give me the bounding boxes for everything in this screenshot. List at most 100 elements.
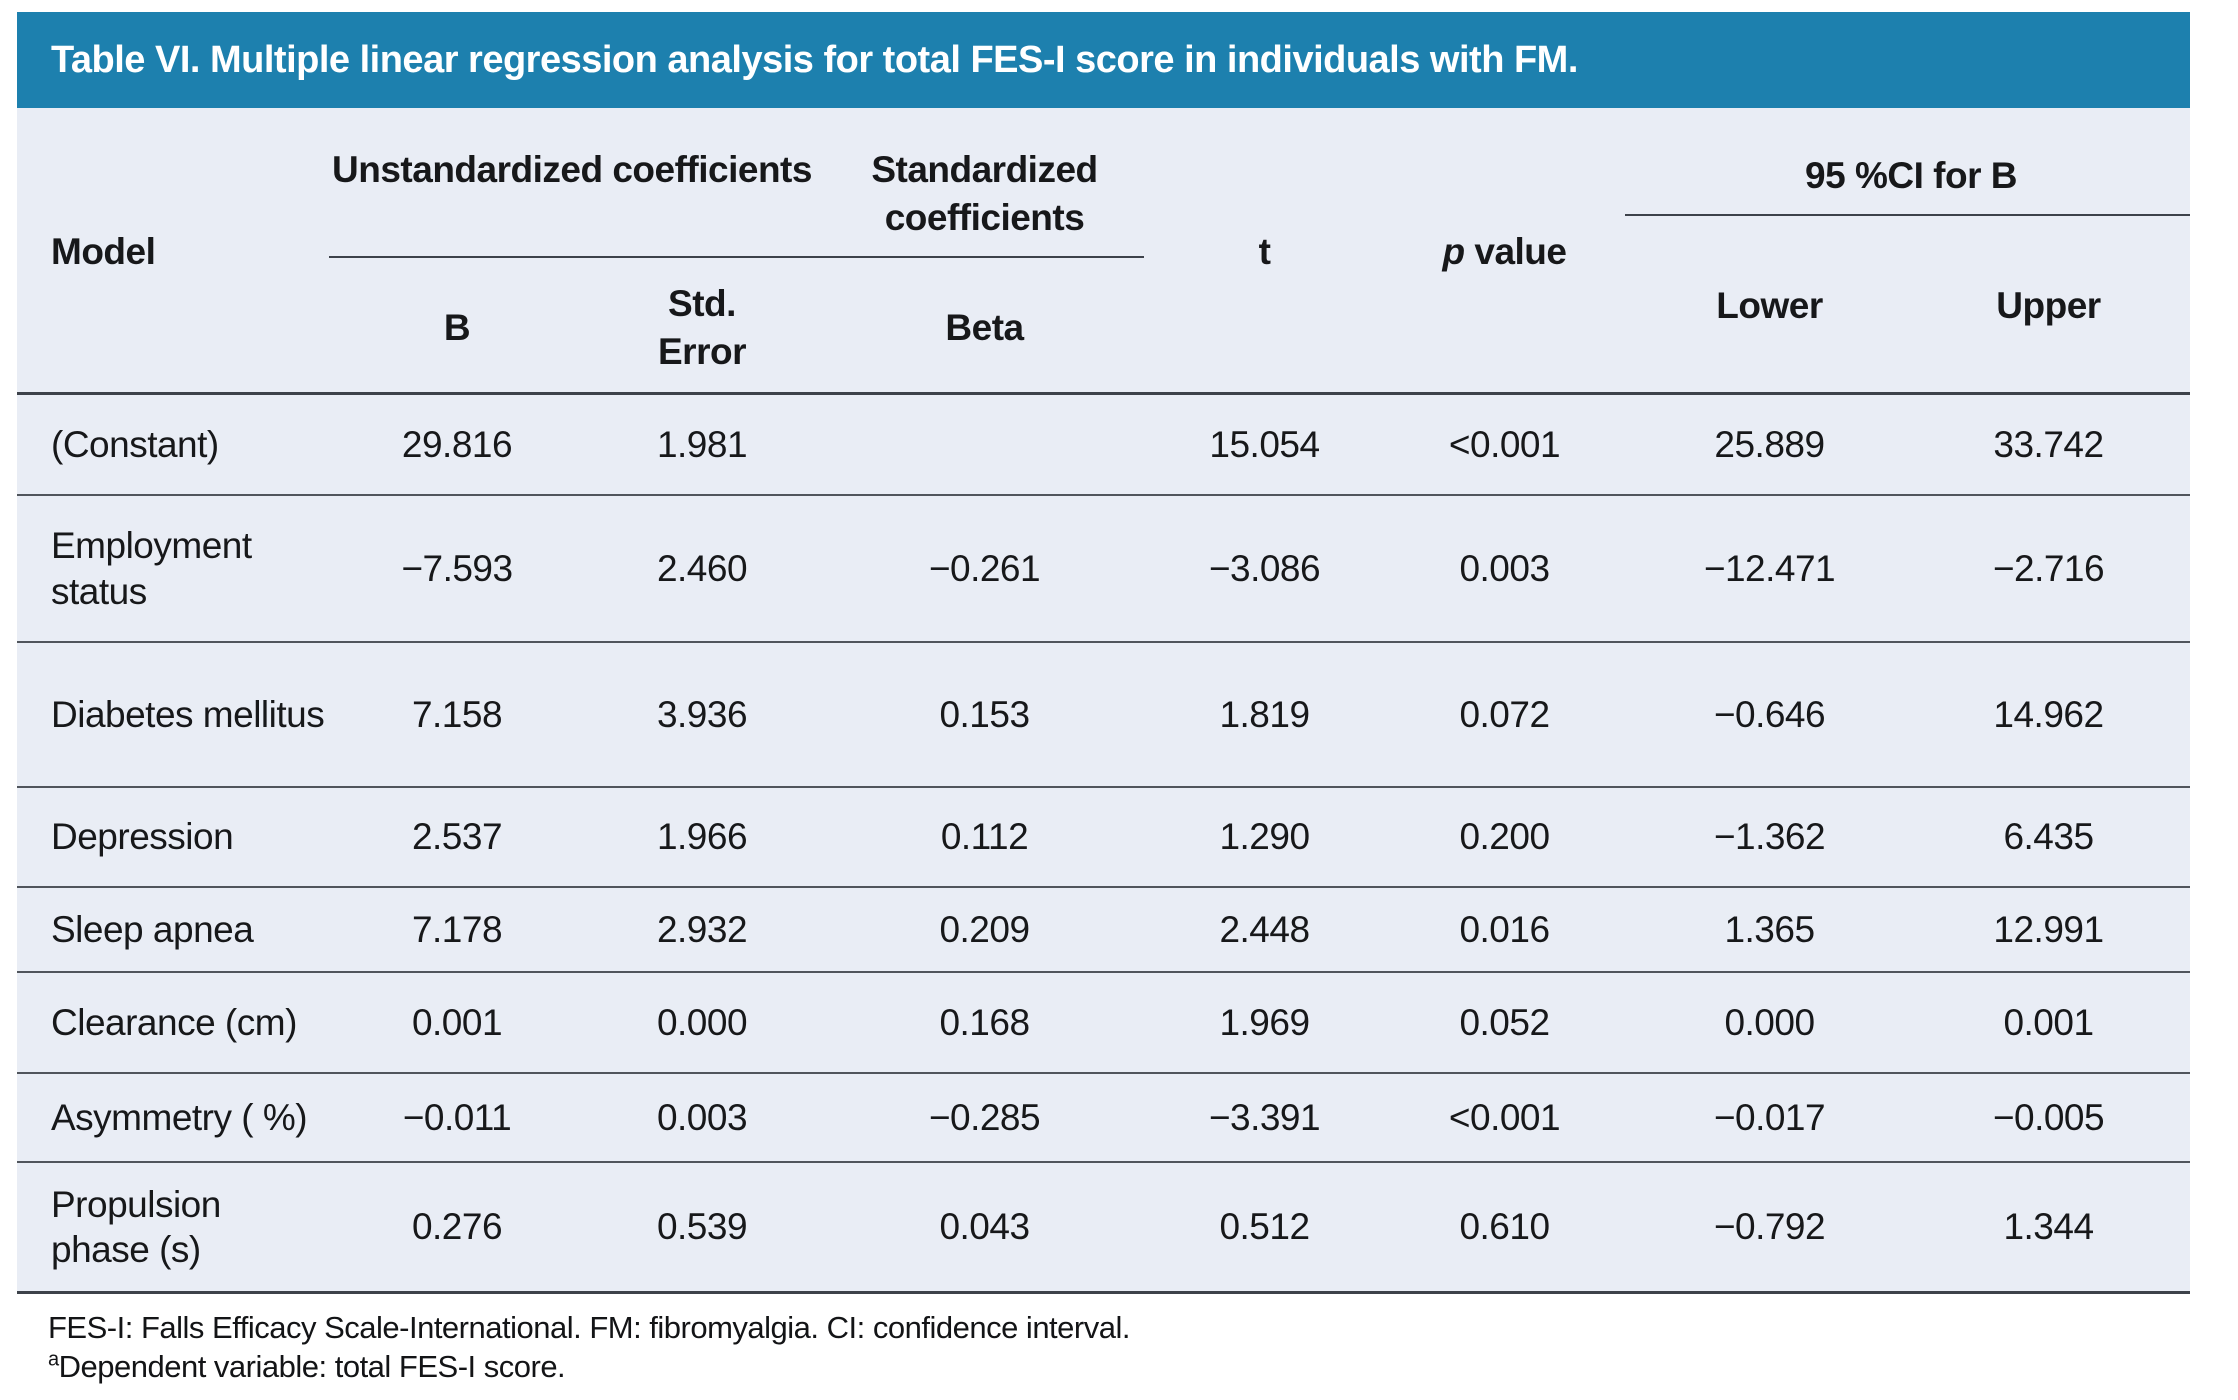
column-header-lower: Lower xyxy=(1716,285,1823,326)
lower-cell: −12.471 xyxy=(1703,547,1836,589)
column-header-p-value-label: p value xyxy=(1442,228,1567,276)
column-header-t: t xyxy=(1152,108,1377,395)
std-error-cell: 2.460 xyxy=(656,547,748,589)
table-title-bar: Table VI. Multiple linear regression ana… xyxy=(17,12,2190,108)
model-cell: (Constant) xyxy=(51,423,219,465)
b-cell: −7.593 xyxy=(401,547,513,589)
upper-cell: 33.742 xyxy=(1993,423,2104,465)
beta-cell: 0.153 xyxy=(939,693,1030,735)
table-title: Table VI. Multiple linear regression ana… xyxy=(51,38,1578,81)
p-cell: 0.200 xyxy=(1459,816,1550,858)
group-header-standardized-coefficients: Standardized coefficients xyxy=(871,149,1098,238)
p-italic: p xyxy=(1442,230,1465,272)
b-cell: 2.537 xyxy=(411,816,503,858)
b-cell: 29.816 xyxy=(401,423,513,465)
p-rest: value xyxy=(1464,230,1567,272)
lower-cell: −0.017 xyxy=(1713,1096,1826,1138)
footnote-dependent-variable: aDependent variable: total FES-I score. xyxy=(48,1347,1130,1386)
column-header-b: B xyxy=(443,307,471,348)
t-cell: 1.969 xyxy=(1219,1001,1310,1043)
std-error-cell: 2.932 xyxy=(656,908,748,950)
t-cell: 2.448 xyxy=(1219,908,1310,950)
lower-cell: −0.792 xyxy=(1713,1206,1826,1248)
b-cell: 0.001 xyxy=(411,1001,503,1043)
std-error-cell: 0.003 xyxy=(656,1096,748,1138)
column-header-model: Model xyxy=(17,108,327,395)
p-cell: <0.001 xyxy=(1448,1096,1561,1138)
std-error-cell: 0.539 xyxy=(656,1206,748,1248)
p-cell: 0.052 xyxy=(1459,1001,1550,1043)
lower-cell: 1.365 xyxy=(1724,908,1815,950)
beta-cell: 0.112 xyxy=(940,816,1029,858)
lower-cell: 0.000 xyxy=(1724,1001,1815,1043)
ci-group-underline xyxy=(1625,214,2190,216)
table-row-propulsion-phase: Propulsion phase (s) 0.276 0.539 0.043 0… xyxy=(17,1161,2190,1291)
model-cell: Diabetes mellitus xyxy=(51,693,325,735)
t-cell: 15.054 xyxy=(1209,423,1320,465)
table-row-clearance: Clearance (cm) 0.001 0.000 0.168 1.969 0… xyxy=(17,971,2190,1072)
beta-cell: 0.209 xyxy=(939,908,1030,950)
p-cell: <0.001 xyxy=(1448,423,1561,465)
upper-cell: 1.344 xyxy=(2003,1206,2094,1248)
column-header-upper: Upper xyxy=(1996,285,2101,326)
model-cell: Clearance (cm) xyxy=(51,1001,297,1043)
table-body: (Constant) 29.816 1.981 15.054 <0.001 25… xyxy=(17,395,2190,1294)
group-header-95ci-for-b: 95 %CI for B xyxy=(1805,155,2017,196)
table-row-sleep-apnea: Sleep apnea 7.178 2.932 0.209 2.448 0.01… xyxy=(17,886,2190,971)
beta-cell: 0.168 xyxy=(939,1001,1030,1043)
b-cell: 7.178 xyxy=(411,908,503,950)
coefficients-group-underline xyxy=(329,256,1144,258)
table-row-constant: (Constant) 29.816 1.981 15.054 <0.001 25… xyxy=(17,395,2190,494)
beta-cell: −0.285 xyxy=(928,1096,1041,1138)
model-cell: Asymmetry ( %) xyxy=(51,1096,308,1138)
column-header-model-label: Model xyxy=(51,230,156,272)
table-row-depression: Depression 2.537 1.966 0.112 1.290 0.200… xyxy=(17,786,2190,886)
p-cell: 0.003 xyxy=(1459,547,1550,589)
footnote-dependent-variable-text: Dependent variable: total FES-I score. xyxy=(58,1349,566,1384)
p-cell: 0.016 xyxy=(1459,908,1550,950)
table-row-diabetes-mellitus: Diabetes mellitus 7.158 3.936 0.153 1.81… xyxy=(17,641,2190,786)
column-header-t-label: t xyxy=(1258,230,1271,272)
lower-cell: −0.646 xyxy=(1713,693,1826,735)
model-cell: Employment status xyxy=(51,525,252,612)
table-header: Model Unstandardized coefficients Standa… xyxy=(17,108,2190,395)
column-header-p-value: p value xyxy=(1377,108,1632,395)
footnote-abbreviations: FES-I: Falls Efficacy Scale-Internationa… xyxy=(48,1310,1130,1345)
t-cell: 0.512 xyxy=(1219,1206,1310,1248)
upper-cell: −0.005 xyxy=(1992,1096,2105,1138)
beta-cell: 0.043 xyxy=(939,1206,1030,1248)
std-error-cell: 1.981 xyxy=(656,423,748,465)
table-row-employment-status: Employment status −7.593 2.460 −0.261 −3… xyxy=(17,494,2190,641)
upper-cell: 0.001 xyxy=(2003,1001,2094,1043)
upper-cell: 6.435 xyxy=(2003,816,2094,858)
beta-cell: −0.261 xyxy=(928,547,1041,589)
p-cell: 0.072 xyxy=(1459,693,1550,735)
model-cell: Depression xyxy=(51,816,234,858)
b-cell: −0.011 xyxy=(402,1096,512,1138)
p-cell: 0.610 xyxy=(1459,1206,1550,1248)
std-error-cell: 0.000 xyxy=(656,1001,748,1043)
t-cell: −3.086 xyxy=(1208,547,1321,589)
upper-cell: 14.962 xyxy=(1993,693,2104,735)
regression-table: Table VI. Multiple linear regression ana… xyxy=(17,12,2190,1294)
group-header-unstandardized-coefficients: Unstandardized coefficients xyxy=(332,149,812,190)
b-cell: 0.276 xyxy=(411,1206,503,1248)
table-row-asymmetry: Asymmetry ( %) −0.011 0.003 −0.285 −3.39… xyxy=(17,1072,2190,1161)
table-footnotes: FES-I: Falls Efficacy Scale-Internationa… xyxy=(48,1308,1130,1386)
model-cell: Sleep apnea xyxy=(51,908,254,950)
std-error-cell: 3.936 xyxy=(656,693,748,735)
std-error-cell: 1.966 xyxy=(656,816,748,858)
t-cell: −3.391 xyxy=(1208,1096,1321,1138)
upper-cell: −2.716 xyxy=(1992,547,2105,589)
t-cell: 1.819 xyxy=(1219,693,1310,735)
model-cell: Propulsion phase (s) xyxy=(51,1183,221,1270)
b-cell: 7.158 xyxy=(411,693,503,735)
lower-cell: 25.889 xyxy=(1714,423,1825,465)
t-cell: 1.290 xyxy=(1219,816,1310,858)
upper-cell: 12.991 xyxy=(1993,908,2104,950)
lower-cell: −1.362 xyxy=(1713,816,1826,858)
column-header-beta: Beta xyxy=(945,307,1024,348)
column-header-std-error: Std. Error xyxy=(658,283,746,372)
footnote-superscript-a: a xyxy=(48,1348,59,1371)
